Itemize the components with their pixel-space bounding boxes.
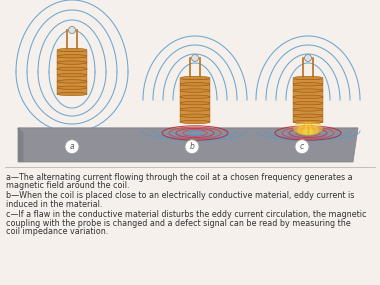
Ellipse shape [57,54,87,58]
Bar [180,91,210,97]
Text: a: a [70,142,74,151]
Bar [180,85,210,90]
Circle shape [192,54,198,62]
Bar [180,110,210,115]
Bar [180,104,210,109]
Text: a—The alternating current flowing through the coil at a chosen frequency generat: a—The alternating current flowing throug… [6,173,353,182]
Ellipse shape [180,89,210,92]
Bar [180,79,210,84]
Ellipse shape [293,108,323,111]
Bar [57,76,87,81]
Ellipse shape [180,95,210,99]
Bar [293,97,323,103]
Bar [180,97,210,103]
Circle shape [65,140,79,154]
Bar [293,110,323,115]
Text: magnetic field around the coil.: magnetic field around the coil. [6,182,130,190]
Bar [293,91,323,97]
Ellipse shape [57,48,87,52]
Bar [180,116,210,122]
Polygon shape [18,128,23,162]
Text: coil impedance variation.: coil impedance variation. [6,227,108,236]
Ellipse shape [301,128,315,135]
Ellipse shape [57,80,87,83]
Bar [57,63,87,69]
Ellipse shape [57,61,87,64]
Ellipse shape [293,76,323,80]
Ellipse shape [57,67,87,71]
Ellipse shape [180,114,210,117]
Text: induced in the material.: induced in the material. [6,200,102,209]
Circle shape [304,54,312,62]
Bar [57,57,87,62]
Bar [57,88,87,94]
Ellipse shape [293,83,323,86]
Ellipse shape [293,89,323,92]
Ellipse shape [57,92,87,96]
Text: c—If a flaw in the conductive material disturbs the eddy current circulation, th: c—If a flaw in the conductive material d… [6,210,366,219]
Circle shape [295,140,309,154]
Bar [293,79,323,84]
Ellipse shape [293,120,323,124]
Bar [57,51,87,56]
Ellipse shape [180,101,210,105]
Ellipse shape [180,83,210,86]
Text: c: c [300,142,304,151]
Bar [57,70,87,75]
Bar [293,104,323,109]
Ellipse shape [57,74,87,77]
Ellipse shape [293,122,323,135]
Ellipse shape [180,120,210,124]
Ellipse shape [293,95,323,99]
Text: b: b [190,142,195,151]
Circle shape [68,27,76,34]
Ellipse shape [293,101,323,105]
Ellipse shape [57,86,87,89]
Text: coupling with the probe is changed and a defect signal can be read by measuring : coupling with the probe is changed and a… [6,219,351,227]
Bar [57,82,87,87]
Ellipse shape [297,125,319,135]
Polygon shape [18,128,358,162]
Bar [293,85,323,90]
Text: b—When the coil is placed close to an electrically conductive material, eddy cur: b—When the coil is placed close to an el… [6,192,355,201]
Ellipse shape [180,76,210,80]
Circle shape [185,140,199,154]
Ellipse shape [180,108,210,111]
Bar [293,116,323,122]
Ellipse shape [293,114,323,117]
Polygon shape [18,128,358,133]
